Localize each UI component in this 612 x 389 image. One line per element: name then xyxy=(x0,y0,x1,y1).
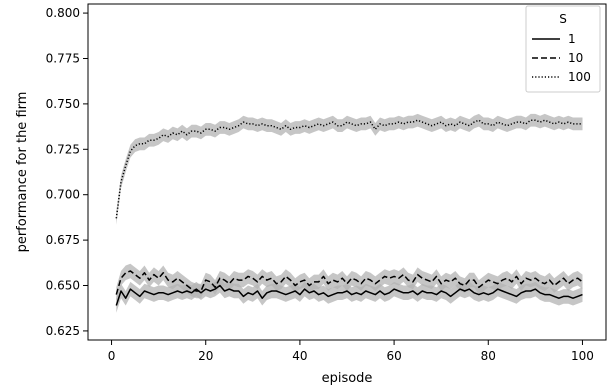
legend-box xyxy=(525,5,601,93)
line-series-100 xyxy=(115,119,583,219)
line-series-10 xyxy=(115,270,583,295)
plot-frame xyxy=(87,3,607,341)
series-lines xyxy=(115,119,583,306)
legend-items: 1 10 100 xyxy=(532,32,591,84)
legend-title: S xyxy=(559,12,567,26)
legend-label-100: 100 xyxy=(568,70,591,84)
y-axis-ticks: 0.625 0.650 0.675 0.700 0.725 0.750 0.775 0.800 xyxy=(46,6,88,338)
x-tick-label: 0 xyxy=(108,349,116,363)
confidence-bands xyxy=(116,113,583,313)
x-tick-label: 80 xyxy=(481,349,496,363)
x-tick-label: 60 xyxy=(386,349,401,363)
x-tick-label: 40 xyxy=(292,349,307,363)
y-tick-label: 0.700 xyxy=(46,188,80,202)
y-tick-label: 0.625 xyxy=(46,324,80,338)
y-tick-label: 0.750 xyxy=(46,97,80,111)
legend: S 1 10 100 xyxy=(525,5,601,93)
y-axis-label: performance for the firm xyxy=(15,92,30,253)
y-tick-label: 0.675 xyxy=(46,233,80,247)
y-tick-label: 0.775 xyxy=(46,51,80,65)
y-tick-label: 0.650 xyxy=(46,279,80,293)
band-series-100 xyxy=(116,113,583,225)
x-tick-label: 100 xyxy=(571,349,594,363)
x-tick-label: 20 xyxy=(198,349,213,363)
line-series-1 xyxy=(115,284,583,306)
legend-label-1: 1 xyxy=(568,32,576,46)
legend-label-10: 10 xyxy=(568,51,583,65)
band-series-10 xyxy=(116,263,583,302)
y-tick-label: 0.800 xyxy=(46,6,80,20)
y-tick-label: 0.725 xyxy=(46,142,80,156)
x-axis-label: episode xyxy=(322,371,373,386)
x-axis-ticks: 0 20 40 60 80 100 xyxy=(108,340,594,363)
